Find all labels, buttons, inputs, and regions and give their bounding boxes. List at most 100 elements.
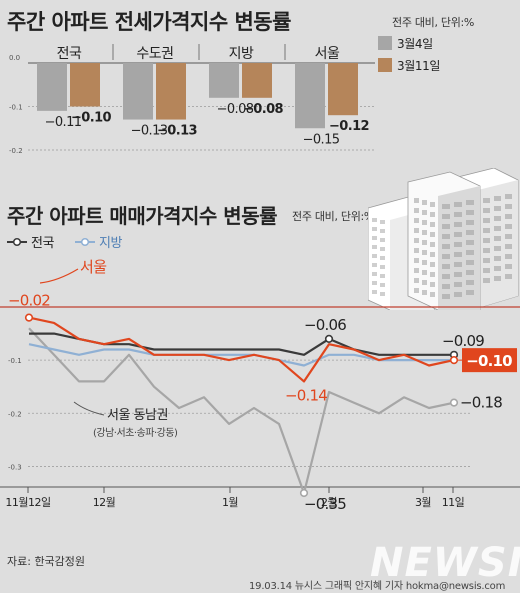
building-part	[422, 230, 427, 235]
building-part	[454, 212, 462, 217]
point-label-seoul-low: −0.14	[285, 386, 327, 404]
sales-line-chart: -0.1 -0.2 -0.3 11월12일 12월 1월 2월 3월 11일 −0.02 −0.06…	[0, 236, 520, 513]
building-part	[442, 244, 450, 249]
building-part	[505, 194, 512, 199]
point-label-southeast-low: −0.35	[304, 495, 346, 513]
building-part	[454, 282, 462, 287]
bar-value-label: −0.13	[131, 124, 168, 139]
building-part	[505, 274, 512, 279]
bar	[242, 63, 272, 98]
category-label: 서울	[315, 46, 340, 62]
point-marker	[449, 398, 459, 407]
building-part	[372, 218, 377, 222]
building-part	[442, 294, 450, 299]
credit-line: 19.03.14 뉴시스 그래픽 안지혜 기자 hokma@newsis.com	[249, 581, 506, 592]
building-part	[466, 250, 474, 255]
legend-marker	[80, 237, 90, 247]
building-part	[494, 246, 501, 251]
point-label-seoul-start: −0.02	[8, 292, 50, 310]
building-part	[414, 218, 419, 223]
bar-value-label: −0.10	[71, 111, 112, 126]
bar	[295, 63, 325, 129]
building-part	[422, 280, 427, 285]
building-part	[430, 242, 435, 247]
building-part	[414, 288, 419, 293]
bar	[123, 63, 153, 120]
legend-label: 지방	[99, 236, 122, 251]
legend-label: 3월4일	[397, 37, 433, 51]
building-part	[430, 252, 435, 257]
legend-swatch	[378, 58, 392, 72]
building-part	[372, 227, 377, 231]
point-marker	[449, 356, 459, 365]
building-part	[380, 292, 385, 296]
series-line	[28, 316, 455, 383]
building-part	[483, 278, 490, 283]
x-tick-label: 11일	[442, 495, 465, 509]
building-part	[372, 236, 377, 240]
building-part	[372, 263, 377, 267]
bar-value-label: −0.08	[217, 102, 254, 117]
building-part	[466, 210, 474, 215]
building-part	[372, 254, 377, 258]
y-tick-label: -0.2	[9, 147, 23, 155]
end-badge-seoul	[462, 348, 517, 373]
building-part	[466, 270, 474, 275]
bar	[156, 63, 186, 120]
building-part	[466, 200, 474, 205]
y-tick-label: -0.2	[8, 410, 22, 418]
building-part	[422, 220, 427, 225]
building-part	[372, 281, 377, 285]
building-part	[430, 222, 435, 227]
building-part	[430, 202, 435, 207]
y-tick-label: -0.1	[9, 104, 23, 112]
building-part	[466, 220, 474, 225]
x-tick-label: 12월	[93, 496, 116, 509]
building-part	[380, 274, 385, 278]
series-sublabel-southeast: (강남·서초·송파·강동)	[93, 427, 178, 439]
building-part	[454, 242, 462, 247]
series-label-seoul: 서울	[80, 258, 107, 276]
building-part	[372, 272, 377, 276]
legend-label: 3월11일	[397, 59, 440, 73]
building-part	[494, 226, 501, 231]
building-part	[442, 274, 450, 279]
building-part	[422, 270, 427, 275]
bar	[70, 63, 100, 107]
building-part	[442, 214, 450, 219]
building-part	[483, 248, 490, 253]
building-part	[442, 264, 450, 269]
building-part	[505, 224, 512, 229]
building-part	[494, 216, 501, 221]
category-label: 수도권	[136, 46, 173, 62]
building-part	[430, 232, 435, 237]
building-part	[422, 260, 427, 265]
building-part	[466, 280, 474, 285]
building-part	[414, 228, 419, 233]
building-part	[372, 290, 377, 294]
building-part	[505, 214, 512, 219]
building-part	[422, 250, 427, 255]
building-part	[483, 218, 490, 223]
building-part	[454, 262, 462, 267]
series-label-southeast: 서울 동남권	[107, 408, 168, 423]
building-part	[466, 260, 474, 265]
building-part	[414, 248, 419, 253]
bar-value-label: −0.11	[45, 115, 82, 130]
building-part	[414, 208, 419, 213]
building-part	[380, 256, 385, 260]
building-part	[494, 266, 501, 271]
building-part	[505, 254, 512, 259]
bar-value-label: −0.12	[329, 119, 369, 134]
building-part	[454, 252, 462, 257]
building-part	[380, 220, 385, 224]
building-part	[372, 245, 377, 249]
building-part	[483, 228, 490, 233]
legend-marker	[12, 237, 22, 247]
building-part	[505, 204, 512, 209]
point-marker	[299, 488, 309, 498]
building-part	[442, 254, 450, 259]
source-note: 자료: 한국감정원	[7, 555, 86, 568]
building-part	[505, 234, 512, 239]
category-label: 전국	[57, 46, 82, 62]
